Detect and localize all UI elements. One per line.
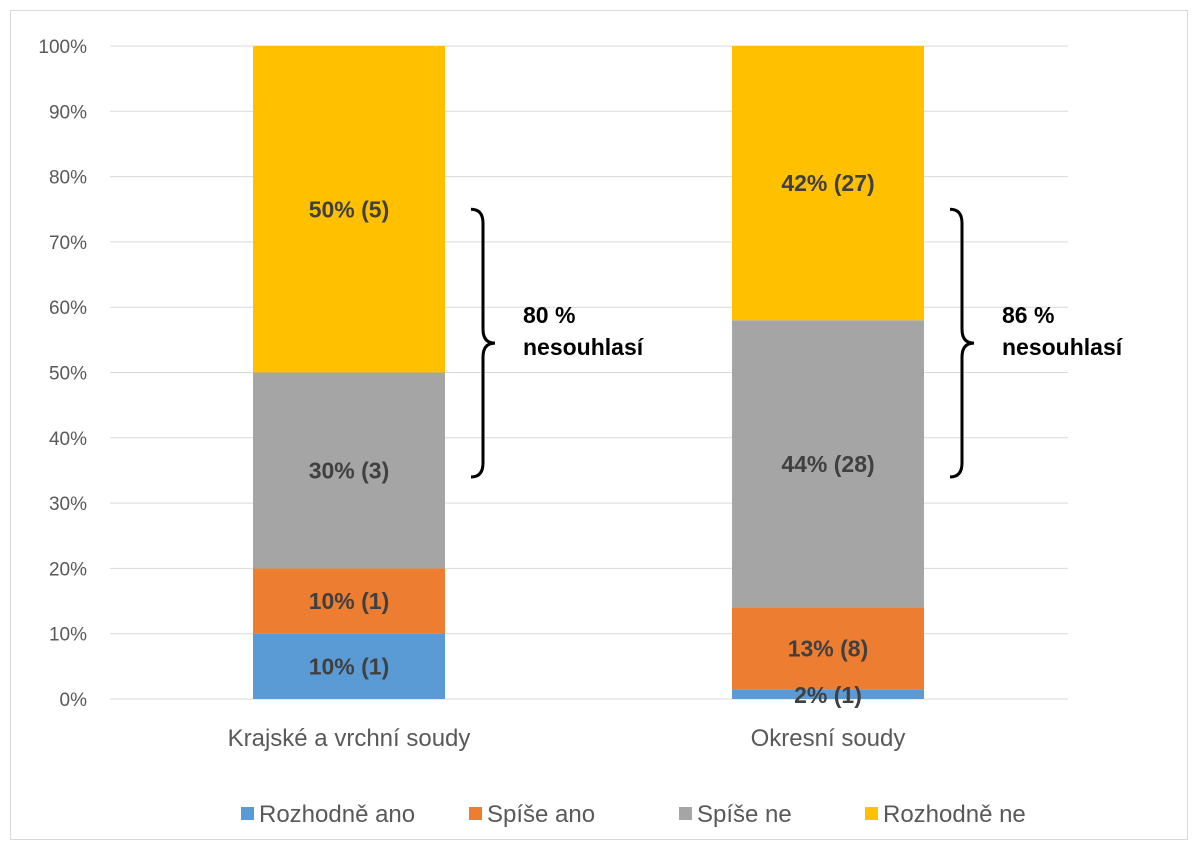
bar-segment — [253, 46, 445, 373]
y-axis-ticks: 0% 10% 20% 30% 40% 50% 60% 70% 80% 90% 100% — [38, 37, 87, 711]
legend-label: Rozhodně ano — [259, 801, 415, 828]
y-tick-label: 90% — [49, 102, 87, 123]
brace-bracket — [949, 207, 975, 479]
annotations: 80 % nesouhlasí 86 % nesouhlasí — [470, 207, 1124, 479]
data-label: 42% (27) — [781, 170, 874, 196]
data-label: 44% (28) — [781, 451, 874, 477]
brace-bracket — [470, 207, 496, 479]
y-tick-label: 30% — [49, 494, 87, 515]
legend-swatch — [865, 807, 878, 820]
bar-segment — [253, 633, 445, 699]
annotation-line1: 86 % — [1002, 302, 1054, 328]
y-tick-label: 0% — [60, 690, 88, 711]
x-axis-categories: Krajské a vrchní soudy Okresní soudy — [228, 725, 906, 752]
legend-label: Spíše ano — [487, 801, 595, 828]
y-tick-label: 40% — [49, 429, 87, 450]
legend-swatch — [469, 807, 482, 820]
legend-label: Spíše ne — [697, 801, 792, 828]
y-tick-label: 100% — [38, 37, 87, 58]
annotation-line2: nesouhlasí — [523, 334, 645, 360]
annotation-line1: 80 % — [523, 302, 575, 328]
y-tick-label: 10% — [49, 625, 87, 646]
legend: Rozhodně ano Spíše ano Spíše ne Rozhodně ne — [241, 801, 1026, 828]
legend-swatch — [679, 807, 692, 820]
y-tick-label: 80% — [49, 168, 87, 189]
data-label: 50% (5) — [309, 196, 390, 222]
y-tick-label: 70% — [49, 233, 87, 254]
bar-segment — [253, 568, 445, 634]
data-label: 2% (1) — [794, 682, 862, 708]
bar-segment — [732, 46, 924, 321]
data-labels: 10% (1) 10% (1) 30% (3) 50% (5) 2% (1) 13% (8… — [309, 170, 875, 708]
data-label: 10% (1) — [309, 588, 390, 614]
y-tick-label: 50% — [49, 364, 87, 385]
chart-frame — [10, 10, 1188, 840]
y-tick-label: 60% — [49, 298, 87, 319]
x-category-label: Okresní soudy — [751, 725, 906, 752]
bar-segment — [732, 689, 924, 699]
annotation-line2: nesouhlasí — [1002, 334, 1124, 360]
bar-segment — [253, 372, 445, 569]
bars — [253, 46, 924, 699]
data-label: 10% (1) — [309, 653, 390, 679]
data-label: 30% (3) — [309, 457, 390, 483]
x-category-label: Krajské a vrchní soudy — [228, 725, 471, 752]
y-tick-label: 20% — [49, 559, 87, 580]
data-label: 13% (8) — [788, 635, 869, 661]
legend-label: Rozhodně ne — [883, 801, 1026, 828]
bar-segment — [732, 320, 924, 608]
legend-swatch — [241, 807, 254, 820]
bar-segment — [732, 607, 924, 690]
